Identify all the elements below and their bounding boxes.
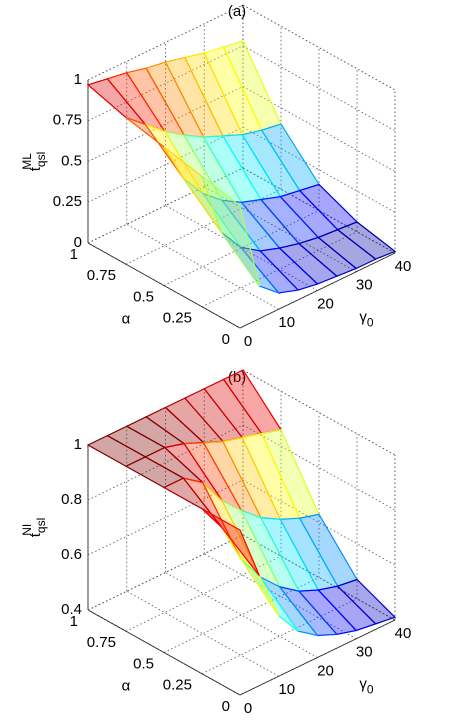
y-tick-label: 0.5 xyxy=(133,288,154,305)
grid-line xyxy=(165,205,318,291)
x-tick-label: 40 xyxy=(395,625,412,642)
x-label-base: γ xyxy=(359,675,367,692)
grid-line xyxy=(87,167,244,244)
grid-line xyxy=(242,424,396,511)
y-tick-label: 0.75 xyxy=(87,267,116,284)
grid-line xyxy=(163,577,320,653)
grid-line xyxy=(87,4,244,81)
grid-line xyxy=(125,188,282,265)
z-tick-label: 1 xyxy=(74,71,82,88)
y-tick-label: 1 xyxy=(70,613,78,630)
x-tick-label: 10 xyxy=(278,314,295,331)
grid-line xyxy=(242,4,396,91)
z-tick-label: 1 xyxy=(74,436,82,453)
surface-cell xyxy=(200,174,260,287)
z-tick-label: 0.4 xyxy=(61,601,82,618)
grid-line xyxy=(165,572,318,658)
x-label-sub: 0 xyxy=(367,683,374,697)
y-tick-label: 0.75 xyxy=(87,634,116,651)
z-label-sub: qsl xyxy=(34,518,48,533)
grid-line xyxy=(87,126,244,203)
x-tick-label: 10 xyxy=(278,681,295,698)
grid-line xyxy=(87,609,241,696)
z-label-base: t xyxy=(27,532,44,537)
y-tick-label: 0 xyxy=(222,331,230,348)
y-tick-label: 0.5 xyxy=(133,655,154,672)
grid-line xyxy=(126,223,279,310)
grid-line xyxy=(201,598,358,675)
grid-line xyxy=(201,231,358,308)
z-tick-label: 0.5 xyxy=(61,152,82,169)
y-tick-label: 0.25 xyxy=(163,310,192,327)
x-label-sub: 0 xyxy=(367,316,374,330)
grid-line xyxy=(87,479,244,556)
grid-line xyxy=(242,167,396,254)
x-axis-label: γ0 xyxy=(359,675,374,696)
y-tick-label: 0 xyxy=(222,698,230,715)
z-axis-label: tqslML xyxy=(20,152,48,172)
z-label-base: t xyxy=(27,166,44,171)
x-tick-label: 0 xyxy=(244,333,252,350)
z-tick-label: 0.6 xyxy=(61,546,82,563)
grid-line xyxy=(204,553,357,640)
z-axis-label: tqslNI xyxy=(20,518,48,538)
y-axis-label: α xyxy=(122,310,131,327)
grid-line xyxy=(126,590,279,677)
y-axis-label: α xyxy=(122,677,131,694)
x-axis-label: γ0 xyxy=(359,308,374,329)
x-tick-label: 30 xyxy=(356,277,373,294)
grid-line xyxy=(242,534,396,621)
grid-line xyxy=(242,86,396,172)
x-tick-label: 20 xyxy=(317,295,334,312)
surface-cell xyxy=(201,508,260,576)
x-label-base: γ xyxy=(359,308,367,325)
grid-line xyxy=(87,534,244,611)
grid-line xyxy=(239,619,396,696)
grid-line xyxy=(87,242,241,329)
z-label-sub: qsl xyxy=(34,152,48,167)
x-tick-label: 30 xyxy=(356,644,373,661)
z-label-sup: ML xyxy=(20,153,34,170)
x-tick-label: 40 xyxy=(395,258,412,275)
grid-line xyxy=(87,86,244,162)
panel-title: (a) xyxy=(228,3,246,20)
z-tick-label: 0.75 xyxy=(53,112,82,129)
z-tick-label: 0.25 xyxy=(53,193,82,210)
grid-line xyxy=(87,424,244,501)
z-label-sup: NI xyxy=(20,524,34,536)
grid-line xyxy=(239,252,396,329)
x-tick-label: 0 xyxy=(244,700,252,717)
y-tick-label: 0.25 xyxy=(163,677,192,694)
grid-line xyxy=(125,555,282,632)
x-tick-label: 20 xyxy=(317,662,334,679)
grid-line xyxy=(163,210,320,286)
panel-title: (b) xyxy=(228,369,246,386)
z-tick-label: 0 xyxy=(74,234,82,251)
grid-line xyxy=(87,45,244,122)
z-tick-label: 0.8 xyxy=(61,491,82,508)
y-tick-label: 1 xyxy=(70,246,78,263)
grid-line xyxy=(242,369,396,456)
grid-line xyxy=(242,45,396,132)
